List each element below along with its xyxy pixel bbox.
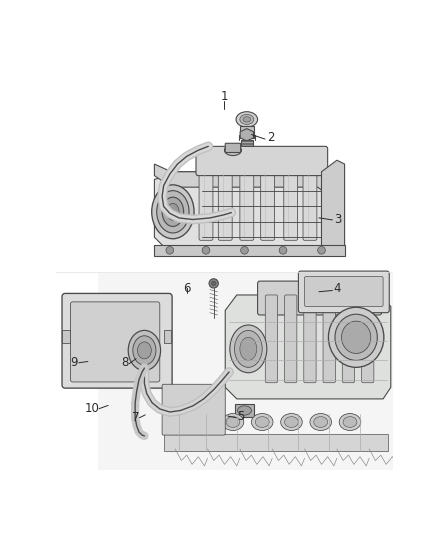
FancyBboxPatch shape [196,147,328,175]
Polygon shape [155,172,333,253]
FancyBboxPatch shape [240,172,254,240]
Text: 4: 4 [334,282,341,295]
Ellipse shape [328,308,384,367]
Bar [164,433,389,450]
Circle shape [279,246,287,254]
FancyBboxPatch shape [199,172,213,240]
Ellipse shape [314,417,328,427]
Ellipse shape [240,337,257,360]
Ellipse shape [339,414,361,431]
Bar [98,273,395,470]
Text: 7: 7 [132,411,140,424]
Circle shape [240,246,248,254]
Ellipse shape [342,321,371,353]
FancyBboxPatch shape [261,172,275,240]
Ellipse shape [310,414,332,431]
FancyBboxPatch shape [284,172,298,240]
Text: 9: 9 [71,356,78,369]
Ellipse shape [167,203,179,220]
Text: 6: 6 [183,282,191,295]
Circle shape [318,246,325,254]
Ellipse shape [255,417,269,427]
Polygon shape [155,164,333,199]
Circle shape [209,279,218,288]
Ellipse shape [138,342,151,359]
FancyBboxPatch shape [258,281,381,315]
FancyBboxPatch shape [342,295,355,383]
Bar [62,329,70,343]
FancyBboxPatch shape [323,295,336,383]
Ellipse shape [162,197,184,227]
Bar [155,245,346,256]
Text: 3: 3 [334,213,341,225]
FancyBboxPatch shape [303,172,317,240]
Ellipse shape [230,325,267,373]
FancyBboxPatch shape [304,295,316,383]
Ellipse shape [133,336,156,365]
Ellipse shape [237,406,251,415]
Bar [164,329,171,343]
Ellipse shape [226,417,240,427]
Ellipse shape [343,417,357,427]
Bar [235,405,254,417]
FancyBboxPatch shape [265,295,278,383]
Ellipse shape [281,414,302,431]
Ellipse shape [128,330,161,370]
FancyBboxPatch shape [225,143,240,152]
Ellipse shape [251,414,273,431]
Text: 2: 2 [267,131,275,144]
Ellipse shape [224,145,241,156]
Bar [240,140,253,147]
Circle shape [212,281,216,286]
Ellipse shape [234,330,262,367]
FancyBboxPatch shape [304,277,383,306]
Ellipse shape [236,112,258,127]
Ellipse shape [157,191,189,233]
FancyBboxPatch shape [361,295,374,383]
FancyBboxPatch shape [218,172,232,240]
Polygon shape [240,128,254,141]
Text: 1: 1 [221,90,228,103]
Polygon shape [321,160,345,256]
Circle shape [202,246,210,254]
Ellipse shape [285,417,298,427]
FancyBboxPatch shape [285,295,297,383]
Polygon shape [225,295,391,399]
Ellipse shape [222,414,244,431]
FancyBboxPatch shape [62,294,172,388]
Ellipse shape [335,314,377,360]
FancyBboxPatch shape [71,302,160,382]
Text: 8: 8 [121,356,129,369]
Ellipse shape [243,117,251,122]
FancyBboxPatch shape [162,384,225,435]
Ellipse shape [152,185,194,239]
Circle shape [166,246,173,254]
Ellipse shape [240,115,254,124]
Text: 5: 5 [237,410,244,423]
FancyBboxPatch shape [298,271,389,313]
Text: 10: 10 [85,402,100,415]
FancyBboxPatch shape [240,126,254,138]
